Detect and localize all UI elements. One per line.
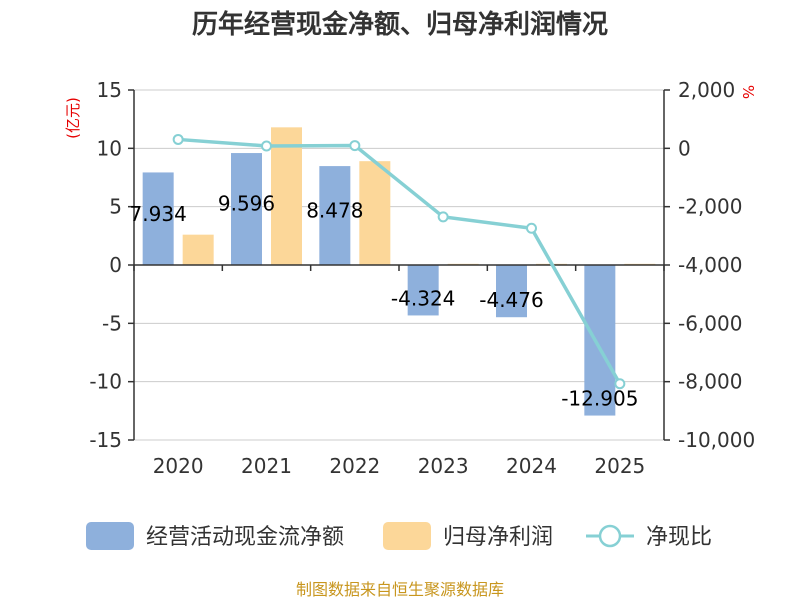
- x-tick-label: 2022: [329, 454, 380, 478]
- legend-swatch: [86, 522, 134, 550]
- right-tick-label: -2,000: [678, 195, 742, 219]
- net-profit-bar: [182, 234, 214, 265]
- cashflow-data-label: 8.478: [306, 199, 363, 223]
- net-cash-ratio-point: [349, 140, 361, 152]
- cashflow-bar: [231, 153, 262, 265]
- net-cash-ratio-point: [172, 133, 184, 145]
- net-profit-bar: [359, 161, 391, 265]
- x-tick-label: 2023: [418, 454, 469, 478]
- cashflow-data-label: -4.324: [391, 286, 455, 310]
- cashflow-bar: [496, 265, 527, 318]
- line-series: [172, 133, 626, 390]
- x-tick-label: 2024: [506, 454, 557, 478]
- legend-item[interactable]: 净现比: [586, 524, 712, 550]
- right-tick-label: 0: [678, 136, 691, 160]
- net-cash-ratio-point: [526, 222, 537, 234]
- net-cash-ratio-point: [614, 378, 626, 390]
- legend-label: 经营活动现金流净额: [146, 525, 344, 550]
- left-tick-label: 10: [97, 136, 122, 160]
- cashflow-bar: [584, 265, 616, 416]
- cashflow-data-label: -4.476: [479, 288, 543, 312]
- legend-item[interactable]: 经营活动现金流净额: [86, 522, 344, 550]
- left-tick-label: 15: [97, 78, 122, 102]
- right-tick-label: -6,000: [678, 311, 742, 335]
- cashflow-bar: [319, 166, 351, 265]
- cashflow-data-label: 7.934: [130, 202, 187, 226]
- legend[interactable]: 经营活动现金流净额 归母净利润 净现比: [86, 522, 712, 550]
- net-cash-ratio-point: [437, 211, 449, 223]
- left-tick-label: -10: [89, 370, 122, 394]
- legend-label: 归母净利润: [443, 525, 553, 550]
- cashflow-bar: [407, 265, 439, 316]
- net-cash-ratio-point: [261, 140, 272, 152]
- cashflow-data-label: -12.905: [561, 387, 638, 411]
- axes: 15 10 5 0 -5 -10 -15 2,000 0 -2,000 -4,000 -6,000 -8…: [89, 78, 755, 478]
- left-tick-label: -15: [89, 428, 122, 452]
- legend-item[interactable]: 归母净利润: [383, 522, 553, 550]
- legend-swatch: [383, 522, 431, 550]
- right-tick-label: -10,000: [678, 428, 755, 452]
- left-tick-label: -5: [102, 311, 122, 335]
- net-profit-bar: [271, 127, 302, 265]
- right-tick-label: -4,000: [678, 253, 742, 277]
- right-tick-label: -8,000: [678, 370, 742, 394]
- legend-marker: [598, 524, 622, 548]
- left-axis-unit: (亿元): [64, 97, 82, 139]
- legend-label: 净现比: [646, 525, 712, 550]
- left-tick-label: 0: [109, 253, 122, 277]
- x-tick-label: 2020: [153, 454, 204, 478]
- net-cash-ratio-line: [178, 137, 622, 385]
- cashflow-bar: [142, 172, 174, 265]
- x-tick-label: 2021: [241, 454, 292, 478]
- right-axis-unit: %: [739, 85, 757, 99]
- chart-title: 历年经营现金净额、归母净利润情况: [192, 9, 608, 40]
- right-tick-label: 2,000: [678, 78, 735, 102]
- left-tick-label: 5: [109, 195, 122, 219]
- cashflow-data-label: 9.596: [218, 191, 275, 215]
- x-tick-label: 2025: [594, 454, 645, 478]
- bars: [142, 127, 656, 416]
- data-labels: 7.934 9.596 8.478 -4.324 -4.476 -12.905: [130, 191, 639, 410]
- source-note: 制图数据来自恒生聚源数据库: [296, 580, 504, 599]
